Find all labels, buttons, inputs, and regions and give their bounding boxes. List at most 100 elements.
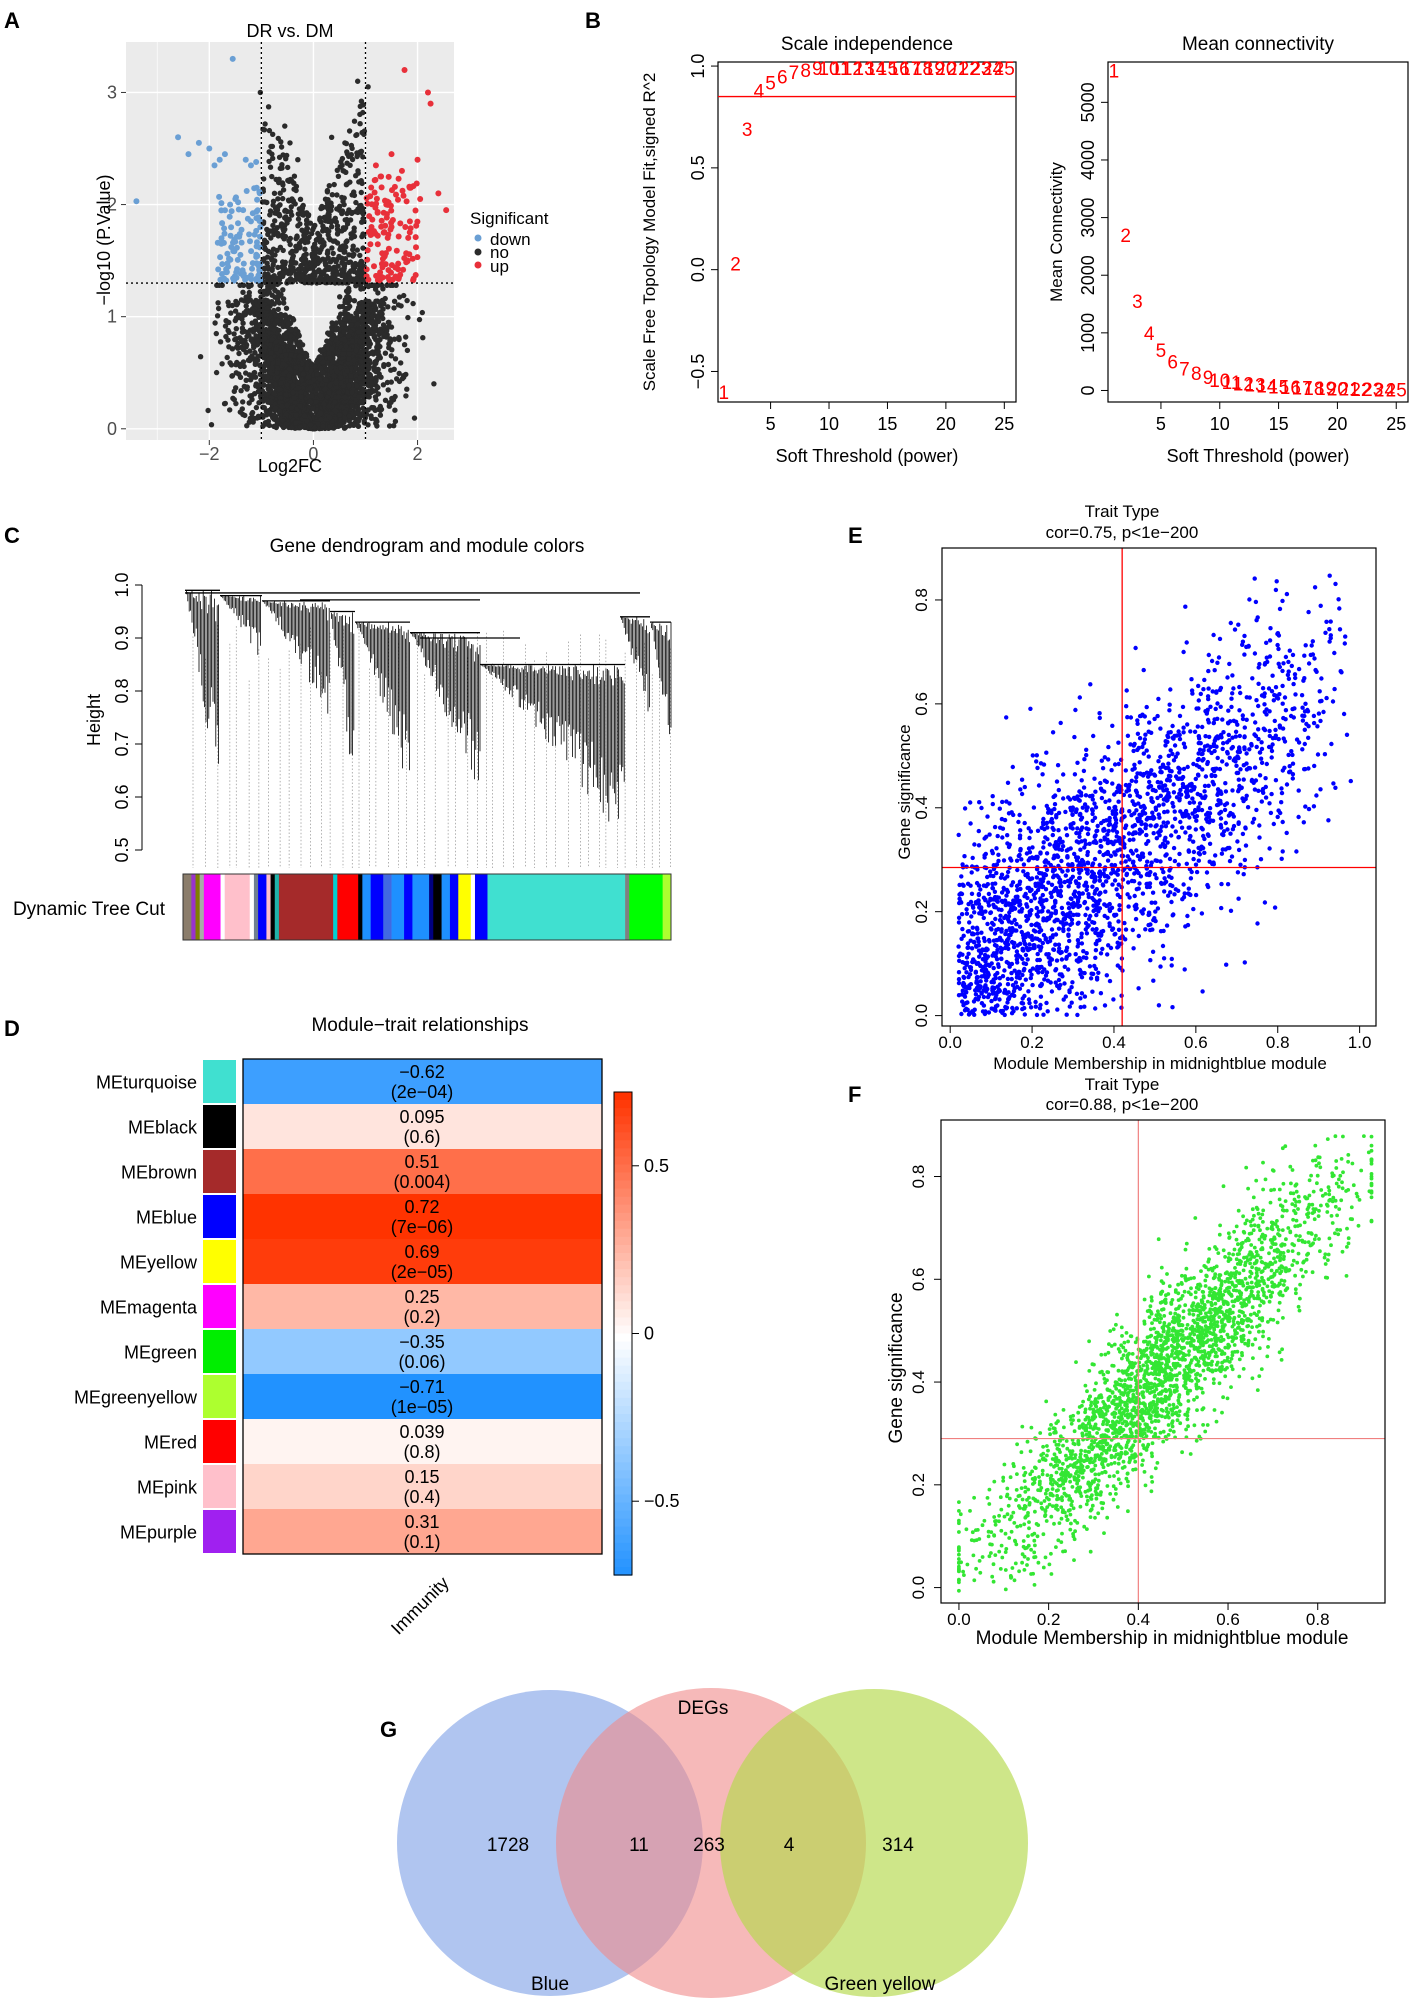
volcano-point-no: [297, 424, 304, 430]
volcano-point-no: [382, 350, 389, 356]
volcano-point-no: [250, 326, 257, 332]
volcano-point-no: [253, 404, 260, 411]
panel-label-g: G: [380, 1717, 397, 1742]
volcano-point-no: [375, 355, 381, 361]
volcano-point-no: [384, 379, 391, 386]
volcano-point-no: [308, 361, 315, 367]
volcano-point-no: [380, 322, 387, 328]
volcano-point-no: [420, 335, 426, 341]
volcano-point-no: [272, 405, 279, 412]
volcano-point-no: [356, 304, 362, 311]
volcano-point-no: [381, 301, 387, 307]
volcano-point-no: [259, 412, 265, 418]
volcano-point-no: [233, 301, 240, 307]
volcano-point-no: [222, 400, 228, 407]
volcano-point-no: [348, 322, 354, 328]
volcano-point-no: [225, 337, 231, 343]
volcano-point-no: [205, 407, 211, 414]
volcano-point-no: [225, 327, 231, 334]
volcano-point-no: [226, 344, 232, 350]
volcano-point-no: [264, 374, 271, 381]
volcano-point-no: [246, 400, 252, 406]
volcano-point-no: [269, 364, 275, 371]
volcano-point-no: [299, 342, 306, 348]
volcano-point-no: [377, 329, 384, 335]
volcano-point-no: [215, 305, 222, 312]
panel-label-c: C: [4, 523, 20, 548]
volcano-point-no: [233, 326, 239, 332]
volcano-point-no: [385, 361, 392, 368]
volcano-point-no: [380, 382, 387, 388]
volcano-point-no: [373, 378, 379, 384]
volcano-point-no: [349, 403, 355, 409]
volcano-point-no: [323, 377, 329, 383]
volcano-point-no: [246, 283, 252, 289]
volcano-point-no: [212, 320, 218, 326]
volcano-point-no: [250, 339, 256, 345]
volcano-point-no: [261, 382, 267, 388]
volcano-point-no: [257, 288, 264, 295]
panel-label-f: F: [848, 1082, 861, 1107]
volcano-point-no: [314, 359, 320, 365]
volcano-point-no: [217, 339, 224, 345]
volcano-point-no: [381, 363, 387, 369]
volcano-point-no: [253, 383, 259, 389]
volcano-point-no: [273, 312, 279, 318]
volcano-point-no: [404, 297, 410, 304]
volcano-point-no: [401, 342, 408, 348]
volcano-point-no: [285, 320, 291, 327]
volcano-point-no: [227, 360, 233, 366]
volcano-point-no: [375, 366, 381, 373]
volcano-point-no: [357, 252, 363, 259]
volcano-point-no: [304, 365, 310, 372]
volcano-point-no: [382, 397, 389, 403]
volcano-point-no: [298, 366, 304, 372]
volcano-point-no: [378, 406, 385, 413]
volcano-point-no: [377, 412, 384, 418]
volcano-point-no: [243, 377, 249, 383]
volcano-point-no: [280, 287, 286, 293]
volcano-point-no: [274, 370, 280, 376]
panel-label-a: A: [4, 8, 20, 33]
volcano-point-no: [288, 352, 294, 358]
volcano-point-no: [275, 298, 281, 304]
volcano-point-no: [287, 314, 293, 320]
volcano-point-no: [278, 313, 285, 320]
volcano-point-no: [278, 291, 284, 298]
volcano-point-no: [396, 294, 403, 300]
volcano-point-no: [249, 374, 255, 381]
volcano-point-no: [240, 320, 246, 326]
volcano-point-no: [327, 355, 333, 361]
volcano-point-no: [388, 399, 394, 405]
volcano-point-no: [238, 337, 245, 343]
volcano-point-no: [295, 341, 301, 348]
volcano-point-no: [236, 350, 242, 357]
volcano-point-no: [337, 294, 343, 300]
volcano-point-no: [359, 334, 366, 340]
volcano-point-no: [263, 397, 269, 403]
volcano-point-no: [252, 358, 259, 364]
volcano-point-no: [249, 409, 256, 416]
volcano-point-no: [356, 415, 363, 422]
volcano-point-no: [368, 415, 375, 421]
volcano-point-no: [272, 287, 278, 294]
volcano-point-no: [229, 373, 236, 379]
volcano-point-no: [243, 370, 249, 376]
volcano-point-no: [237, 363, 243, 369]
volcano-point-no: [237, 374, 244, 380]
volcano-point-no: [419, 309, 425, 316]
volcano-point-no: [391, 336, 398, 342]
volcano-point-no: [398, 360, 404, 366]
volcano-point-no: [398, 303, 404, 309]
volcano-point-no: [346, 382, 352, 389]
volcano-point-no: [245, 298, 251, 305]
volcano-point-no: [214, 313, 221, 319]
volcano-point-no: [254, 337, 261, 344]
volcano-point-no: [405, 314, 411, 321]
volcano-point-no: [288, 344, 295, 351]
volcano-point-no: [244, 386, 250, 392]
volcano-point-no: [241, 310, 247, 316]
volcano-point-no: [239, 406, 245, 412]
volcano-point-no: [219, 361, 225, 367]
volcano-point-no: [391, 423, 397, 429]
